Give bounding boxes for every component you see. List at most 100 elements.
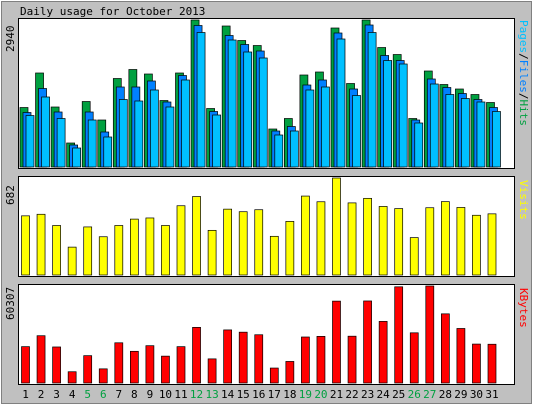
bar-visits-28	[441, 201, 450, 276]
bar-pages-9	[150, 89, 159, 168]
bar-kbytes-20	[316, 336, 326, 384]
bar-kbytes-8	[130, 350, 139, 384]
bar-pages-18	[290, 130, 299, 168]
bar-kbytes-31	[487, 343, 497, 384]
x-label-day-27: 27	[423, 388, 436, 401]
bar-kbytes-27	[425, 285, 435, 384]
bar-visits-30	[472, 214, 481, 276]
bar-pages-3	[56, 118, 66, 168]
bar-kbytes-13	[207, 358, 217, 384]
bar-kbytes-25	[394, 286, 404, 384]
x-label-day-10: 10	[159, 388, 172, 401]
x-label-day-30: 30	[470, 388, 483, 401]
x-label-day-22: 22	[345, 388, 358, 401]
hits-legend: Pages/Files/Hits	[517, 20, 530, 126]
x-label-day-2: 2	[38, 388, 45, 401]
bar-pages-5	[87, 119, 97, 168]
bar-kbytes-19	[301, 336, 310, 384]
x-label-day-16: 16	[252, 388, 265, 401]
legend-visits: Visits	[517, 180, 530, 220]
bar-kbytes-18	[285, 361, 295, 384]
x-label-day-5: 5	[84, 388, 91, 401]
bar-pages-11	[181, 79, 190, 168]
bar-visits-6	[98, 236, 108, 276]
bar-pages-8	[134, 100, 144, 168]
panel-visits	[18, 176, 515, 277]
bar-visits-15	[238, 211, 248, 276]
bar-kbytes-2	[36, 335, 46, 384]
bar-kbytes-9	[145, 345, 155, 384]
bar-pages-27	[429, 83, 439, 168]
x-label-day-15: 15	[237, 388, 250, 401]
bar-pages-7	[118, 99, 128, 168]
bar-visits-7	[114, 225, 124, 276]
bar-pages-29	[461, 98, 470, 168]
bar-pages-31	[492, 111, 501, 168]
x-label-day-13: 13	[205, 388, 218, 401]
bar-kbytes-24	[378, 321, 388, 384]
x-label-day-19: 19	[299, 388, 312, 401]
visits-ymax-label: 682	[4, 185, 17, 205]
bar-pages-23	[367, 32, 377, 168]
bar-pages-13	[212, 114, 221, 168]
bar-pages-1	[25, 115, 35, 168]
bar-visits-10	[161, 225, 170, 276]
bar-visits-14	[223, 208, 232, 276]
bar-visits-12	[192, 196, 201, 276]
bar-pages-22	[352, 95, 361, 168]
bar-pages-20	[321, 86, 330, 168]
bar-pages-15	[243, 51, 253, 168]
bar-pages-4	[72, 147, 82, 168]
bar-visits-29	[456, 207, 466, 276]
bar-visits-20	[316, 201, 326, 276]
bar-kbytes-29	[456, 328, 466, 384]
bar-kbytes-4	[67, 371, 77, 384]
bar-pages-28	[445, 94, 455, 168]
x-label-day-29: 29	[454, 388, 467, 401]
bar-visits-4	[67, 246, 77, 276]
bar-visits-23	[363, 197, 372, 276]
x-label-day-12: 12	[190, 388, 203, 401]
bar-pages-17	[274, 134, 284, 168]
bar-pages-14	[227, 39, 237, 168]
x-label-day-3: 3	[53, 388, 60, 401]
bar-visits-26	[409, 237, 419, 276]
bar-pages-12	[196, 32, 206, 168]
bar-kbytes-26	[409, 332, 419, 384]
bar-kbytes-17	[269, 367, 279, 384]
bar-visits-8	[130, 218, 139, 276]
x-label-day-31: 31	[485, 388, 498, 401]
bar-pages-24	[383, 60, 392, 168]
legend-sep-2: /	[517, 93, 530, 100]
bar-visits-27	[425, 207, 435, 276]
bar-visits-2	[36, 213, 46, 276]
bar-visits-22	[347, 202, 357, 276]
bar-kbytes-3	[52, 346, 61, 384]
x-label-day-23: 23	[361, 388, 374, 401]
x-axis-labels: 1 2 3 4 5 6 7 8 9 10 11 12 13 14 15 16 17 18 19 20 21 22 23 24 2…	[22, 388, 498, 401]
bar-pages-2	[41, 96, 50, 168]
bar-kbytes-23	[363, 300, 372, 384]
bar-pages-16	[258, 57, 268, 168]
x-label-day-28: 28	[439, 388, 452, 401]
x-label-day-17: 17	[268, 388, 281, 401]
x-label-day-25: 25	[392, 388, 405, 401]
bar-pages-26	[414, 122, 424, 168]
x-label-day-8: 8	[131, 388, 138, 401]
bar-kbytes-11	[176, 346, 186, 384]
bar-visits-24	[378, 206, 388, 276]
bar-kbytes-14	[223, 329, 232, 384]
bar-kbytes-6	[98, 368, 108, 384]
panel-kbytes	[18, 284, 515, 385]
bar-kbytes-5	[83, 355, 93, 384]
bar-pages-21	[336, 38, 346, 168]
bar-visits-19	[301, 195, 310, 276]
chart-title: Daily usage for October 2013	[20, 5, 205, 18]
legend-files: Files	[517, 60, 530, 93]
bar-visits-17	[269, 235, 279, 276]
bar-kbytes-10	[161, 355, 170, 384]
bar-kbytes-1	[21, 346, 30, 384]
